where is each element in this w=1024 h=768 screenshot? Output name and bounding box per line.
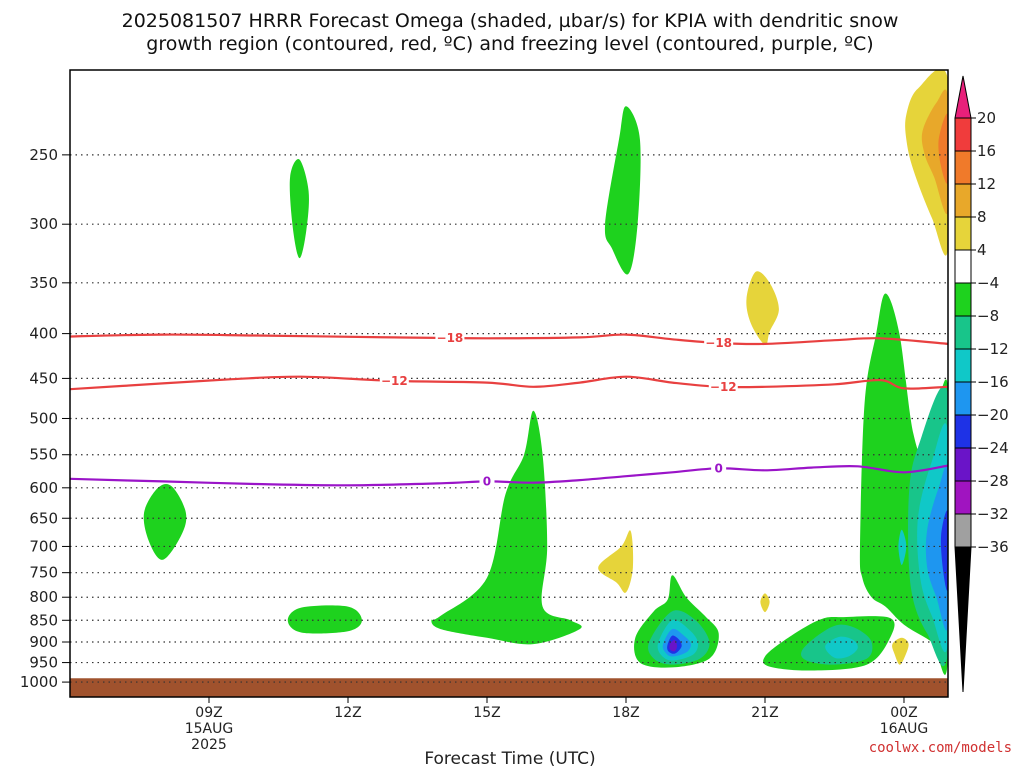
- colorbar-top-arrow: [954, 75, 972, 119]
- colorbar-swatch: [954, 117, 972, 152]
- y-tick-label: 600: [29, 479, 58, 497]
- colorbar-swatch: [954, 216, 972, 251]
- x-tick-label: 15Z: [473, 705, 500, 721]
- y-tick-label: 500: [29, 409, 58, 427]
- colorbar-label: −36: [977, 538, 1009, 556]
- omega-region: [760, 593, 770, 613]
- colorbar-label: −32: [977, 505, 1009, 523]
- omega-region: [669, 639, 677, 652]
- colorbar-label: −12: [977, 340, 1009, 358]
- y-tick-label: 900: [29, 633, 58, 651]
- omega-region: [143, 483, 187, 560]
- omega-region: [940, 510, 948, 591]
- contour-label: −18: [705, 336, 732, 350]
- colorbar-swatch: [954, 150, 972, 185]
- contour-label-bg: [711, 461, 727, 476]
- colorbar-bottom-arrow: [954, 546, 972, 693]
- y-tick-label: 350: [29, 274, 58, 292]
- x-tick-label: 21Z: [751, 705, 778, 721]
- omega-region: [287, 605, 362, 634]
- x-tick-label: 16AUG: [880, 721, 929, 737]
- y-axis: 250 300 350 400 450 500 550 600 650 700 750 800 850 9…: [20, 146, 70, 691]
- y-tick-label: 800: [29, 588, 58, 606]
- contour-label-bg: [479, 474, 495, 489]
- plot-frame: [69, 69, 949, 698]
- y-tick-label: 750: [29, 564, 58, 582]
- contour-label: 0: [714, 461, 722, 475]
- omega-region: [921, 89, 948, 215]
- contour-label-bg: [704, 336, 734, 351]
- surface-terrain: [70, 678, 948, 697]
- colorbar-label: 12: [977, 175, 996, 193]
- colorbar-label: 4: [977, 241, 987, 259]
- surface-band: [70, 678, 948, 697]
- x-tick-label: 2025: [191, 737, 227, 753]
- colorbar-swatch: [954, 183, 972, 218]
- x-tick-label: 18Z: [612, 705, 639, 721]
- source-credit: coolwx.com/models: [869, 740, 1012, 756]
- pressure-gridlines: [70, 154, 948, 683]
- omega-shading: [143, 70, 948, 675]
- chart-title-line-2: growth region (contoured, red, ºC) and f…: [146, 33, 873, 55]
- y-tick-label: 300: [29, 215, 58, 233]
- colorbar-swatch: [954, 348, 972, 383]
- omega-region: [604, 106, 641, 275]
- colorbar-label: −8: [977, 307, 999, 325]
- x-tick-label: 12Z: [334, 705, 361, 721]
- contour-line: [70, 333, 948, 346]
- colorbar-swatch: [954, 282, 972, 317]
- colorbar-swatch: [954, 513, 972, 548]
- colorbar-swatch: [954, 447, 972, 482]
- x-tick-label: 15AUG: [185, 721, 234, 737]
- x-tick-label: 09Z: [195, 705, 222, 721]
- colorbar-label: −4: [977, 274, 999, 292]
- contour-line: [70, 464, 948, 487]
- y-tick-label: 650: [29, 509, 58, 527]
- contour-label-bg: [379, 373, 409, 388]
- x-axis-label: Forecast Time (UTC): [424, 749, 595, 768]
- colorbar-label: 16: [977, 142, 996, 160]
- omega-region: [289, 159, 309, 259]
- contour-label-bg: [435, 330, 465, 345]
- colorbar-label: −16: [977, 373, 1009, 391]
- y-tick-label: 1000: [20, 673, 58, 691]
- contour-label: −18: [437, 331, 464, 345]
- colorbar-swatch: [954, 249, 972, 284]
- contour-label: −12: [381, 374, 408, 388]
- y-tick-label: 700: [29, 537, 58, 555]
- y-tick-label: 550: [29, 446, 58, 464]
- omega-region: [938, 113, 948, 184]
- colorbar-swatch: [954, 414, 972, 449]
- colorbar-label: 20: [977, 109, 996, 127]
- colorbar-label: −28: [977, 472, 1009, 490]
- colorbar-swatch: [954, 480, 972, 515]
- omega-region: [598, 530, 634, 593]
- y-tick-label: 450: [29, 369, 58, 387]
- contour-label-bg: [708, 379, 738, 394]
- y-tick-label: 850: [29, 611, 58, 629]
- temperature-contours: −18 −18 −12 −12 0 0: [70, 330, 948, 489]
- omega-region: [925, 466, 948, 631]
- y-tick-label: 950: [29, 654, 58, 672]
- omega-region: [825, 636, 858, 659]
- omega-region: [431, 410, 582, 645]
- omega-region: [898, 529, 907, 565]
- x-tick-label: 00Z: [890, 705, 917, 721]
- contour-label: 0: [483, 474, 491, 488]
- colorbar-legend: 20 16 12 8 4 −4 −8 −12 −16 −20 −24 −28 −32 −36: [954, 75, 1009, 693]
- colorbar-label: −20: [977, 406, 1009, 424]
- contour-line: [70, 375, 948, 391]
- contour-label: −12: [710, 380, 737, 394]
- y-tick-label: 400: [29, 325, 58, 343]
- chart-title-line-1: 2025081507 HRRR Forecast Omega (shaded, …: [122, 10, 899, 32]
- colorbar-label: −24: [977, 439, 1009, 457]
- colorbar-swatch: [954, 381, 972, 416]
- omega-region: [746, 271, 779, 346]
- colorbar-label: 8: [977, 208, 987, 226]
- colorbar-swatch: [954, 315, 972, 350]
- y-tick-label: 250: [29, 146, 58, 164]
- omega-region: [892, 637, 909, 665]
